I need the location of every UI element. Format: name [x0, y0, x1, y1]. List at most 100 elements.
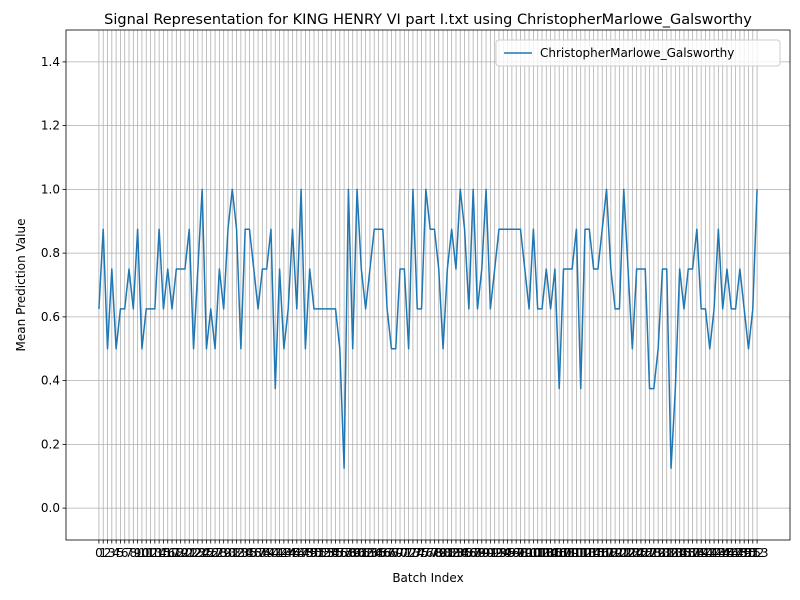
- x-tick-label: 153: [746, 546, 769, 560]
- x-tick-label: 85: [457, 546, 472, 560]
- x-tick-label: 30: [220, 546, 235, 560]
- x-tick-label: 143: [703, 546, 726, 560]
- x-tick-label: 123: [617, 546, 640, 560]
- x-tick-label: 94: [496, 546, 511, 560]
- x-tick-label: 27: [207, 546, 222, 560]
- x-tick-label: 108: [552, 546, 575, 560]
- x-tick-label: 81: [440, 546, 455, 560]
- x-tick-label: 87: [466, 546, 481, 560]
- y-tick-label: 1.4: [41, 55, 60, 69]
- x-tick-label: 72: [401, 546, 416, 560]
- x-tick-label: 3: [108, 546, 116, 560]
- x-tick-label: 91: [483, 546, 498, 560]
- x-tick-label: 151: [737, 546, 760, 560]
- x-tick-label: 130: [647, 546, 670, 560]
- x-tick-label: 93: [491, 546, 506, 560]
- x-tick-label: 42: [272, 546, 287, 560]
- x-tick-label: 126: [629, 546, 652, 560]
- x-tick-label: 140: [690, 546, 713, 560]
- x-tick-label: 16: [160, 546, 175, 560]
- x-tick-label: 49: [302, 546, 317, 560]
- x-tick-label: 71: [397, 546, 412, 560]
- x-tick-label: 70: [392, 546, 407, 560]
- x-tick-label: 124: [621, 546, 644, 560]
- x-tick-label: 138: [681, 546, 704, 560]
- x-tick-label: 139: [685, 546, 708, 560]
- x-tick-label: 55: [328, 546, 343, 560]
- x-tick-label: 104: [535, 546, 558, 560]
- x-tick-label: 51: [311, 546, 326, 560]
- x-tick-label: 43: [276, 546, 291, 560]
- x-tick-label: 142: [698, 546, 721, 560]
- x-tick-label: 145: [711, 546, 734, 560]
- x-tick-label: 129: [642, 546, 665, 560]
- x-tick-label: 128: [638, 546, 661, 560]
- x-tick-label: 5: [117, 546, 125, 560]
- x-tick-label: 26: [203, 546, 218, 560]
- y-tick-label: 0.4: [41, 374, 60, 388]
- x-tick-label: 66: [375, 546, 390, 560]
- x-tick-label: 54: [324, 546, 339, 560]
- x-tick-label: 41: [268, 546, 283, 560]
- x-tick-label: 133: [660, 546, 683, 560]
- x-tick-label: 59: [345, 546, 360, 560]
- x-tick-label: 12: [143, 546, 158, 560]
- y-tick-label: 0.2: [41, 437, 60, 451]
- x-tick-label: 97: [509, 546, 524, 560]
- x-tick-label: 111: [565, 546, 588, 560]
- x-tick-label: 119: [599, 546, 622, 560]
- x-tick-label: 89: [474, 546, 489, 560]
- x-tick-label: 83: [448, 546, 463, 560]
- x-tick-label: 37: [250, 546, 265, 560]
- x-tick-label: 19: [173, 546, 188, 560]
- x-tick-label: 84: [453, 546, 468, 560]
- x-tick-label: 78: [427, 546, 442, 560]
- x-tick-label: 48: [298, 546, 313, 560]
- x-tick-label: 75: [414, 546, 429, 560]
- x-tick-label: 137: [677, 546, 700, 560]
- x-tick-label: 4: [112, 546, 120, 560]
- x-tick-label: 152: [741, 546, 764, 560]
- x-tick-label: 113: [574, 546, 597, 560]
- x-tick-label: 7: [125, 546, 133, 560]
- x-tick-label: 150: [733, 546, 756, 560]
- x-tick-label: 141: [694, 546, 717, 560]
- x-tick-label: 74: [410, 546, 425, 560]
- x-tick-label: 25: [199, 546, 214, 560]
- x-tick-label: 88: [470, 546, 485, 560]
- x-tick-label: 58: [341, 546, 356, 560]
- x-tick-label: 99: [517, 546, 532, 560]
- x-tick-label: 136: [673, 546, 696, 560]
- x-tick-label: 135: [668, 546, 691, 560]
- x-tick-label: 149: [728, 546, 751, 560]
- plot-frame: [65, 29, 791, 541]
- x-tick-label: 63: [362, 546, 377, 560]
- legend: ChristopherMarlowe_Galsworthy: [495, 39, 781, 67]
- x-tick-label: 110: [561, 546, 584, 560]
- x-tick-label: 60: [349, 546, 364, 560]
- y-tick-label: 0.6: [41, 310, 60, 324]
- line-series: [98, 188, 758, 470]
- x-tick-label: 95: [500, 546, 515, 560]
- x-tick-label: 46: [289, 546, 304, 560]
- x-tick-label: 117: [591, 546, 614, 560]
- x-tick-label: 76: [418, 546, 433, 560]
- x-tick-label: 100: [518, 546, 541, 560]
- y-tick-label: 0.8: [41, 246, 60, 260]
- x-tick-label: 6: [121, 546, 129, 560]
- x-tick-label: 80: [435, 546, 450, 560]
- x-tick-label: 32: [229, 546, 244, 560]
- x-tick-label: 0: [95, 546, 103, 560]
- x-tick-label: 20: [177, 546, 192, 560]
- x-tick-label: 22: [186, 546, 201, 560]
- x-tick-label: 56: [332, 546, 347, 560]
- x-tick-label: 134: [664, 546, 687, 560]
- x-tick-label: 68: [384, 546, 399, 560]
- x-tick-label: 132: [655, 546, 678, 560]
- x-tick-label: 90: [478, 546, 493, 560]
- x-tick-label: 8: [130, 546, 138, 560]
- x-tick-label: 29: [216, 546, 231, 560]
- x-tick-label: 112: [569, 546, 592, 560]
- legend-box: [495, 39, 781, 67]
